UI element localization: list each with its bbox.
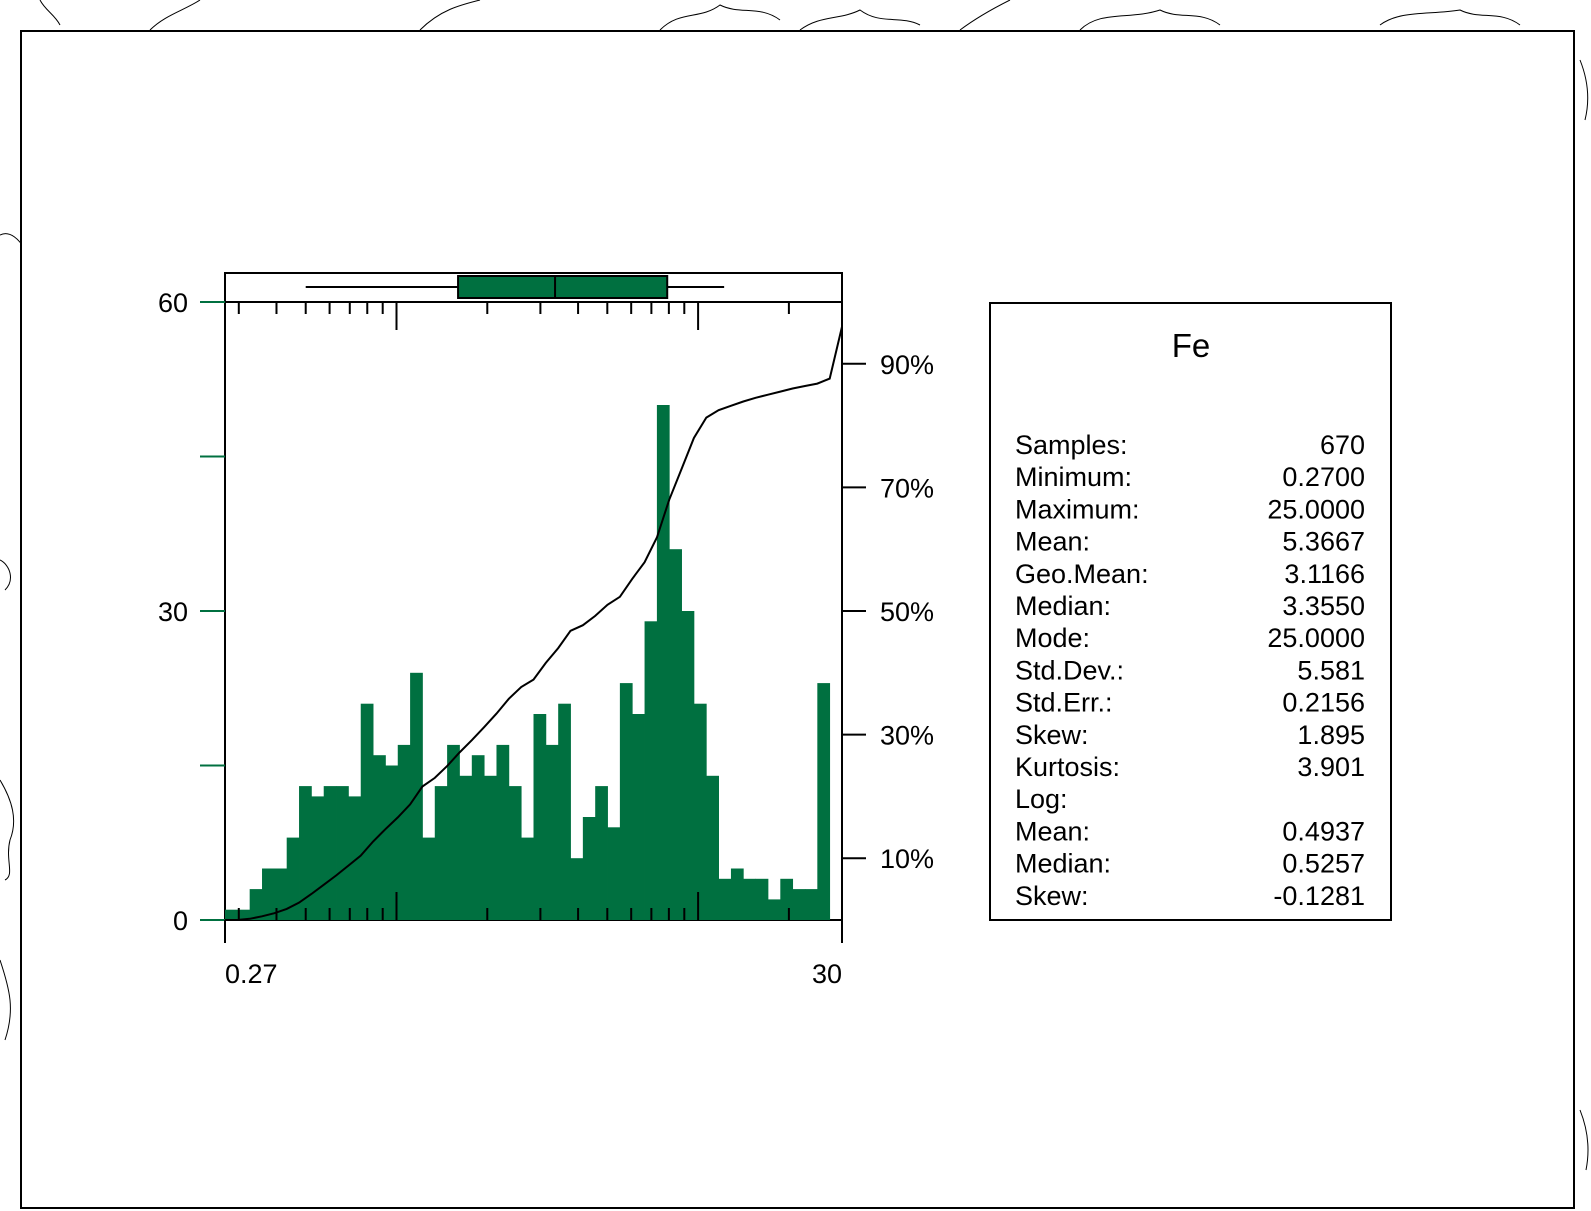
histogram-bar: [484, 775, 497, 920]
cumulative-percent-axis: 10% 30% 50% 70% 90%: [842, 350, 934, 874]
histogram-bar: [434, 786, 448, 920]
stats-value: 670: [1320, 430, 1365, 460]
stats-value: 0.2156: [1282, 688, 1365, 718]
stats-label: Kurtosis:: [1015, 752, 1120, 782]
stats-value: 0.4937: [1282, 816, 1365, 846]
histogram-bar: [459, 775, 473, 920]
stats-value: 0.5257: [1282, 849, 1365, 879]
histogram-bar: [767, 899, 781, 920]
histogram-bar: [693, 703, 707, 920]
histogram-bar: [570, 858, 584, 920]
stats-value: -0.1281: [1273, 881, 1365, 911]
histogram-bar: [422, 837, 436, 920]
histogram-bar: [225, 909, 238, 920]
histogram-bar: [681, 611, 695, 920]
pct-tick-label: 30%: [880, 721, 934, 751]
histogram-bar: [336, 786, 349, 920]
histogram-bar: [286, 837, 300, 920]
histogram-bar: [323, 786, 337, 920]
stats-label: Std.Err.:: [1015, 688, 1113, 718]
stats-label: Skew:: [1015, 720, 1089, 750]
histogram-bar: [644, 621, 658, 920]
histogram-bar: [706, 775, 719, 920]
stats-label: Mean:: [1015, 816, 1090, 846]
stats-box: [989, 302, 1392, 921]
histogram-bar: [397, 744, 411, 920]
stats-label: Maximum:: [1015, 494, 1140, 524]
stats-label: Skew:: [1015, 881, 1089, 911]
stats-label: Mean:: [1015, 527, 1090, 557]
stats-value: 25.0000: [1267, 494, 1365, 524]
pct-tick-label: 90%: [880, 350, 934, 380]
histogram-bar: [558, 703, 571, 920]
stats-value: 3.1166: [1284, 559, 1365, 589]
histogram-bar: [496, 744, 510, 920]
histogram-bar: [804, 889, 818, 920]
y-tick-label: 30: [158, 597, 188, 627]
histogram-bar: [373, 755, 386, 920]
pct-tick-label: 10%: [880, 844, 934, 874]
histogram-bar: [792, 889, 806, 920]
pct-tick-label: 70%: [880, 473, 934, 503]
histogram-bar: [595, 786, 608, 920]
histogram-bar: [755, 878, 769, 920]
x-tick-label-max: 30: [812, 959, 842, 989]
boxplot-box: [457, 275, 669, 299]
stats-label: Samples:: [1015, 430, 1128, 460]
y-tick-label: 0: [173, 906, 188, 936]
histogram-bar: [262, 868, 275, 920]
stats-value: 3.3550: [1282, 591, 1365, 621]
stats-label: Std.Dev.:: [1015, 655, 1124, 685]
stats-label: Minimum:: [1015, 462, 1132, 492]
histogram-bar: [730, 868, 744, 920]
histogram-bar: [743, 878, 757, 920]
stats-value: 1.895: [1297, 720, 1365, 750]
histogram-bar: [237, 909, 251, 920]
stats-value: 3.901: [1297, 752, 1365, 782]
histogram-bar: [274, 868, 288, 920]
stats-value: 0.2700: [1282, 462, 1365, 492]
stats-label: Log:: [1015, 784, 1068, 814]
histogram-bar: [360, 703, 374, 920]
histogram-bar: [656, 405, 670, 920]
histogram-bar: [607, 827, 621, 920]
histogram-bar: [817, 683, 831, 920]
histogram-bar: [582, 817, 596, 920]
histogram-bar: [780, 878, 794, 920]
background-map: [0, 0, 1589, 1171]
stats-label: Mode:: [1015, 623, 1090, 653]
histogram-bar: [533, 714, 547, 920]
histogram-bar: [385, 765, 399, 920]
histogram-bar: [619, 683, 633, 920]
histogram-bar: [471, 755, 485, 920]
histogram-bar: [718, 878, 732, 920]
y-axis: 0 30 60: [158, 288, 225, 936]
histogram-bar: [249, 889, 263, 920]
histogram-bar: [299, 786, 312, 920]
histogram-bar: [521, 837, 534, 920]
stats-value: 5.3667: [1282, 527, 1365, 557]
pct-tick-label: 50%: [880, 597, 934, 627]
histogram-bar: [348, 796, 362, 920]
boxplot: [305, 275, 725, 299]
histogram-bar: [545, 744, 559, 920]
cumulative-curve: [225, 302, 843, 921]
stats-label: Median:: [1015, 849, 1111, 879]
stats-value: 5.581: [1297, 655, 1365, 685]
histogram-bar: [632, 714, 645, 920]
histogram-bar: [508, 786, 522, 920]
stats-label: Median:: [1015, 591, 1111, 621]
stats-value: 25.0000: [1267, 623, 1365, 653]
y-tick-label: 60: [158, 288, 188, 318]
histogram-bar: [447, 744, 460, 920]
histogram-bar: [311, 796, 325, 920]
stats-label: Geo.Mean:: [1015, 559, 1149, 589]
histogram-bars: [225, 405, 831, 920]
x-tick-label-min: 0.27: [225, 959, 278, 989]
stats-table: Samples: 670 Minimum: 0.2700 Maximum: 25.0000…: [1015, 430, 1365, 911]
histogram-bar: [669, 549, 682, 920]
stats-title: Fe: [1172, 327, 1211, 364]
